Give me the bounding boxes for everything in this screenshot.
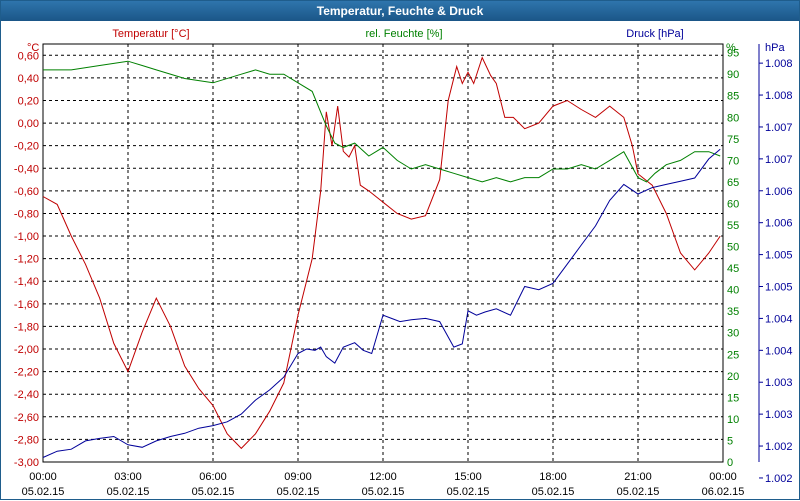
mid-tick-label: 95 xyxy=(727,48,739,60)
x-tick-date: 05.02.15 xyxy=(107,486,150,498)
left-tick-label: -0,60 xyxy=(14,186,39,198)
x-tick-time: 00:00 xyxy=(29,471,57,483)
left-tick-label: -1,20 xyxy=(14,254,39,266)
chart-title: Temperatur, Feuchte & Druck xyxy=(1,1,799,21)
x-tick-time: 18:00 xyxy=(539,471,567,483)
left-tick-label: -2,00 xyxy=(14,344,39,356)
left-tick-label: 0,20 xyxy=(18,95,39,107)
x-tick-time: 06:00 xyxy=(199,471,227,483)
right-tick-label: 1.005 xyxy=(765,282,793,294)
right-tick-label: 1.008 xyxy=(765,58,793,70)
left-tick-label: -2,20 xyxy=(14,367,39,379)
right-axis-ticks: 1.008 1.008 1.007 1.007 1.006 1.006 1.005 1.005… xyxy=(759,58,793,485)
right-tick-label: 1.007 xyxy=(765,154,793,166)
x-tick-date: 05.02.15 xyxy=(277,486,320,498)
grid-lines xyxy=(43,44,723,463)
left-tick-label: -1,80 xyxy=(14,321,39,333)
right-tick-label: 1.004 xyxy=(765,313,793,325)
left-unit-label: °C xyxy=(27,42,39,54)
mid-tick-label: 70 xyxy=(727,155,739,167)
left-tick-label: -3,00 xyxy=(14,457,39,469)
x-tick-time: 03:00 xyxy=(114,471,142,483)
right-tick-label: 1.005 xyxy=(765,250,793,262)
x-tick-date: 05.02.15 xyxy=(447,486,490,498)
x-axis-ticks: 00:00 05.02.15 03:00 05.02.15 06:00 05.02.15 0… xyxy=(22,471,745,498)
x-tick-date: 05.02.15 xyxy=(617,486,660,498)
right-tick-label: 1.003 xyxy=(765,377,793,389)
right-tick-label: 1.004 xyxy=(765,345,793,357)
right-tick-label: 1.002 xyxy=(765,441,793,453)
left-tick-label: -1,00 xyxy=(14,231,39,243)
left-tick-label: 0,00 xyxy=(18,118,39,130)
x-tick-date: 06.02.15 xyxy=(702,486,745,498)
pressure-line xyxy=(42,148,721,458)
mid-tick-label: 0 xyxy=(727,457,733,469)
pressure-axis-label: Druck [hPa] xyxy=(626,28,683,40)
right-tick-label: 1.006 xyxy=(765,186,793,198)
mid-tick-label: 60 xyxy=(727,198,739,210)
mid-tick-label: 40 xyxy=(727,285,739,297)
x-tick-time: 15:00 xyxy=(454,471,482,483)
mid-tick-label: 80 xyxy=(727,112,739,124)
right-unit-label: hPa xyxy=(765,42,785,54)
temperature-axis-label: Temperatur [°C] xyxy=(112,28,189,40)
series-lines xyxy=(42,56,721,458)
left-tick-label: -0,40 xyxy=(14,163,39,175)
mid-tick-label: 5 xyxy=(727,435,733,447)
x-tick-date: 05.02.15 xyxy=(192,486,235,498)
left-tick-label: -0,80 xyxy=(14,208,39,220)
x-tick-date: 05.02.15 xyxy=(532,486,575,498)
mid-tick-label: 10 xyxy=(727,414,739,426)
right-tick-label: 1.007 xyxy=(765,122,793,134)
temperature-line xyxy=(42,56,721,450)
mid-tick-label: 25 xyxy=(727,349,739,361)
humidity-line xyxy=(43,60,721,183)
x-tick-date: 05.02.15 xyxy=(362,486,405,498)
mid-tick-label: 35 xyxy=(727,306,739,318)
plot-border xyxy=(42,43,724,463)
mid-tick-label: 65 xyxy=(727,177,739,189)
left-tick-label: -1,60 xyxy=(14,299,39,311)
right-tick-label: 1.006 xyxy=(765,218,793,230)
mid-tick-label: 55 xyxy=(727,220,739,232)
right-tick-label: 1.003 xyxy=(765,409,793,421)
mid-tick-label: 45 xyxy=(727,263,739,275)
left-tick-label: -1,40 xyxy=(14,276,39,288)
mid-unit-label: % xyxy=(726,42,736,54)
left-tick-label: 0,60 xyxy=(18,50,39,62)
left-tick-label: 0,40 xyxy=(18,73,39,85)
mid-tick-label: 20 xyxy=(727,371,739,383)
mid-tick-label: 75 xyxy=(727,134,739,146)
mid-tick-label: 90 xyxy=(727,69,739,81)
mid-tick-label: 30 xyxy=(727,328,739,340)
left-tick-label: -0,20 xyxy=(14,141,39,153)
x-tick-time: 09:00 xyxy=(284,471,312,483)
right-tick-label: 1.008 xyxy=(765,90,793,102)
left-tick-label: -2,60 xyxy=(14,412,39,424)
left-axis-ticks: 0,60 0,40 0,20 0,00 -0,20 -0,40 -0,60 -0,80 -1,0… xyxy=(14,50,39,469)
mid-tick-label: 50 xyxy=(727,242,739,254)
left-tick-label: -2,80 xyxy=(14,434,39,446)
mid-tick-label: 15 xyxy=(727,392,739,404)
humidity-axis-label: rel. Feuchte [%] xyxy=(365,28,442,40)
right-tick-label: 1.002 xyxy=(765,473,793,485)
x-tick-time: 21:00 xyxy=(624,471,652,483)
x-tick-time: 12:00 xyxy=(369,471,397,483)
x-tick-time: 00:00 xyxy=(709,471,737,483)
mid-tick-label: 85 xyxy=(727,91,739,103)
axes xyxy=(42,43,760,463)
x-tick-date: 05.02.15 xyxy=(22,486,65,498)
left-tick-label: -2,40 xyxy=(14,389,39,401)
